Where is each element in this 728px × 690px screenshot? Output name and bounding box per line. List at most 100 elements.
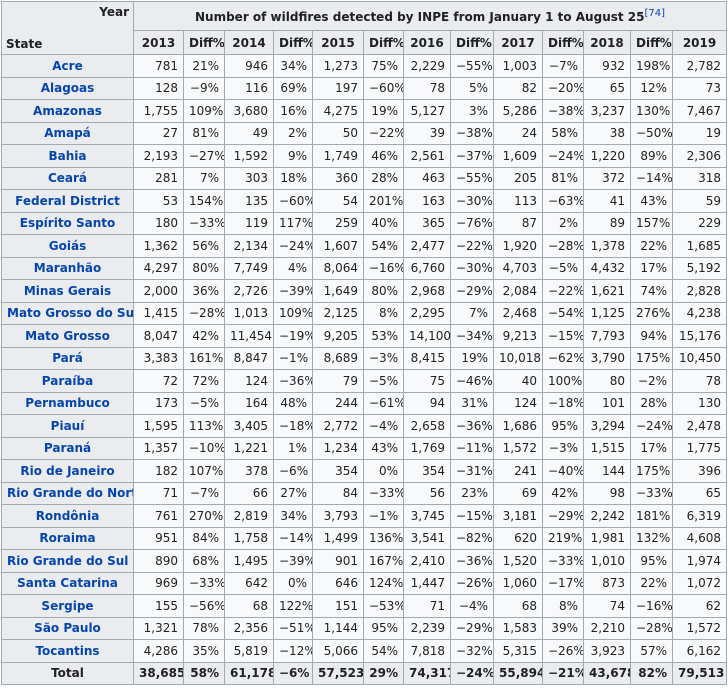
- cell: 1,685: [671, 234, 728, 258]
- table-row: Bahia 2,193 −27% 1,592 9% 1,749 46% 2,561 −37% 1,…: [1, 144, 728, 168]
- state-link[interactable]: Pernambuco: [25, 396, 110, 411]
- state-link[interactable]: Mato Grosso: [25, 328, 110, 343]
- cell: −14%: [273, 526, 313, 550]
- row-header: Piauí: [1, 414, 134, 438]
- cell: −19%: [273, 324, 313, 348]
- row-header: Amapá: [1, 121, 134, 145]
- cell: 72: [133, 369, 184, 393]
- row-header: Maranhão: [1, 256, 134, 280]
- cell: 144: [583, 459, 631, 483]
- row-header: Rio Grande do Sul: [1, 549, 134, 573]
- cell: −24%: [450, 661, 494, 685]
- cell: 3,923: [583, 639, 631, 663]
- table-row: Mato Grosso 8,047 42% 11,454 −19% 9,205 53% 14,…: [1, 324, 728, 348]
- row-header: Sergipe: [1, 594, 134, 618]
- cell: 276%: [630, 301, 673, 325]
- cell: 84%: [183, 526, 225, 550]
- cell: 3,237: [583, 99, 631, 123]
- cell: 620: [493, 526, 543, 550]
- cell: 7,749: [224, 256, 274, 280]
- state-link[interactable]: Santa Catarina: [17, 576, 118, 591]
- cell: 57,523: [312, 661, 364, 685]
- state-link[interactable]: Rio Grande do Sul: [7, 553, 129, 568]
- cell: 205: [493, 166, 543, 190]
- cell: 56: [403, 481, 451, 505]
- cell: 969: [133, 571, 184, 595]
- state-link[interactable]: Acre: [52, 58, 83, 73]
- cell: −22%: [542, 279, 584, 303]
- cell: 75: [403, 369, 451, 393]
- state-link[interactable]: Goiás: [48, 238, 87, 253]
- cell: 11,454: [224, 324, 274, 348]
- state-link[interactable]: Minas Gerais: [23, 283, 112, 298]
- cell: 2,295: [403, 301, 451, 325]
- cell: 81%: [542, 166, 584, 190]
- cell: 82%: [630, 661, 673, 685]
- cell: 14,100: [403, 324, 451, 348]
- cell: 80%: [363, 279, 404, 303]
- cell: 100%: [542, 369, 584, 393]
- row-header: Alagoas: [1, 76, 134, 100]
- state-link[interactable]: Paraíba: [41, 373, 94, 388]
- state-link[interactable]: Espírito Santo: [19, 216, 116, 231]
- cell: 124: [493, 391, 543, 415]
- state-link[interactable]: Bahia: [48, 148, 87, 163]
- state-link[interactable]: Ceará: [47, 171, 88, 186]
- cell: 94%: [630, 324, 673, 348]
- cell: 74: [583, 594, 631, 618]
- cell: 932: [583, 54, 631, 78]
- cell: 1,415: [133, 301, 184, 325]
- cell: 81%: [183, 121, 225, 145]
- cell: 95%: [630, 549, 673, 573]
- state-link[interactable]: Tocantins: [35, 643, 100, 658]
- cell: 98: [583, 481, 631, 505]
- cell: 6,162: [671, 639, 728, 663]
- state-link[interactable]: Mato Grosso do Sul: [7, 306, 134, 321]
- cell: 9,205: [312, 324, 364, 348]
- cell: 68: [493, 594, 543, 618]
- cell: 8,064: [312, 256, 364, 280]
- cell: 4,275: [312, 99, 364, 123]
- state-link[interactable]: Rio Grande do Norte: [7, 486, 134, 501]
- table-row: Alagoas 128 −9% 116 69% 197 −60% 78 5% 82 −20% 65 12…: [1, 76, 728, 100]
- cell: 6,760: [403, 256, 451, 280]
- cell: 1,520: [493, 549, 543, 573]
- column-header: 2013: [133, 30, 184, 55]
- cell: 372: [583, 166, 631, 190]
- state-link[interactable]: Federal District: [15, 193, 120, 208]
- cell: 7%: [183, 166, 225, 190]
- cell: −15%: [450, 504, 494, 528]
- cell: 136%: [363, 526, 404, 550]
- cell: 15,176: [671, 324, 728, 348]
- cell: −3%: [542, 436, 584, 460]
- cell: 34%: [273, 54, 313, 78]
- state-link[interactable]: Maranhão: [33, 261, 102, 276]
- cell: −55%: [450, 166, 494, 190]
- cell: −22%: [450, 234, 494, 258]
- cell: 219%: [542, 526, 584, 550]
- table-row: Paraná 1,357 −10% 1,221 1% 1,234 43% 1,769 −11% 1…: [1, 436, 728, 460]
- state-link[interactable]: Amapá: [44, 126, 91, 141]
- state-link[interactable]: Rio de Janeiro: [20, 463, 115, 478]
- cell: 3,793: [312, 504, 364, 528]
- cell: 4%: [273, 256, 313, 280]
- state-link[interactable]: Roraima: [39, 531, 96, 546]
- ref-link[interactable]: [74]: [644, 8, 666, 19]
- row-header: Paraíba: [1, 369, 134, 393]
- state-link[interactable]: Alagoas: [40, 81, 95, 96]
- state-link[interactable]: Rondônia: [35, 508, 100, 523]
- row-header: Federal District: [1, 189, 134, 213]
- state-link[interactable]: São Paulo: [34, 621, 101, 636]
- state-link[interactable]: Sergipe: [41, 598, 94, 613]
- cell: −28%: [630, 616, 673, 640]
- cell: 201%: [363, 189, 404, 213]
- state-link[interactable]: Piauí: [50, 418, 85, 433]
- cell: 5,286: [493, 99, 543, 123]
- state-link[interactable]: Amazonas: [33, 103, 102, 118]
- cell: 1,981: [583, 526, 631, 550]
- state-link[interactable]: Pará: [52, 351, 83, 366]
- table-row: Total38,68558%61,178−6%57,52329%74,317−2…: [1, 661, 728, 685]
- row-header: Espírito Santo: [1, 211, 134, 235]
- cell: 38: [583, 121, 631, 145]
- state-link[interactable]: Paraná: [43, 441, 92, 456]
